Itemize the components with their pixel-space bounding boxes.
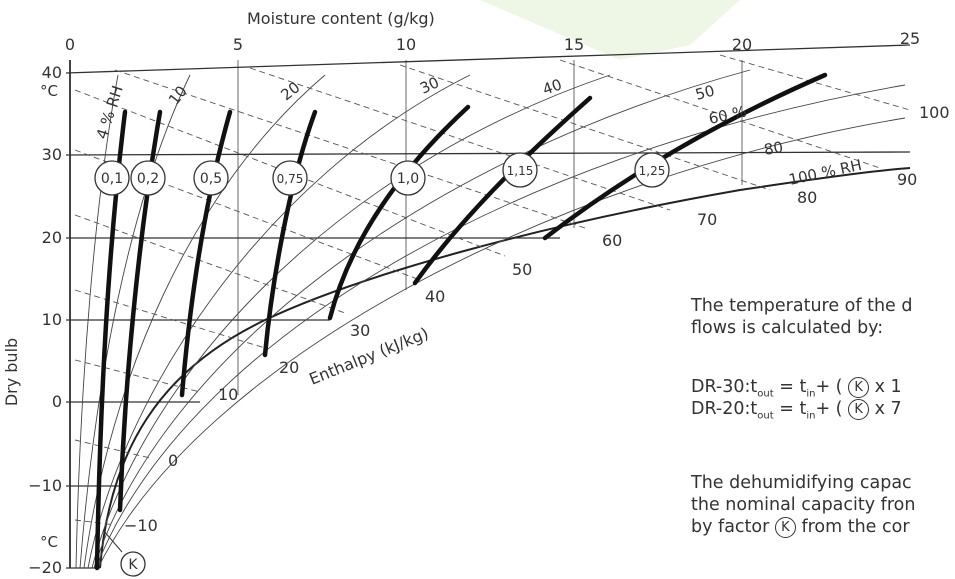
drybulb-ticks: 40 30 20 10 0 −10 −20 [28, 63, 62, 577]
moisture-tick: 25 [900, 29, 920, 48]
rh-label: 100 % RH [787, 156, 863, 189]
enthalpy-label: 90 [897, 170, 917, 189]
drybulb-tick: 30 [42, 145, 62, 164]
moisture-ticks: 0 5 10 15 20 25 [65, 29, 920, 54]
drybulb-tick: 10 [42, 310, 62, 329]
factor-marker: 0,1 [94, 160, 130, 196]
celsius-unit-bottom: °C [40, 533, 58, 551]
drybulb-tick: −20 [28, 558, 62, 577]
rh-label: 10 [165, 82, 191, 108]
factor-marker: 1,15 [502, 152, 538, 188]
description-line: by factor K from the cor [691, 517, 910, 538]
enthalpy-label: 50 [512, 260, 532, 279]
moisture-tick: 0 [65, 35, 75, 54]
svg-text:0,75: 0,75 [277, 172, 304, 186]
svg-text:1,0: 1,0 [397, 171, 419, 187]
moisture-tick: 10 [396, 35, 416, 54]
enthalpy-labels: −10 0 10 20 30 40 50 60 70 80 90 100 [124, 103, 950, 535]
background-watermark-shape [480, 0, 740, 60]
description-bottom: The dehumidifying capac the nominal capa… [691, 472, 915, 538]
enthalpy-label: 60 [602, 231, 622, 250]
factor-marker: 0,5 [193, 160, 229, 196]
saturation-curve [99, 167, 911, 569]
svg-text:1,25: 1,25 [639, 164, 666, 178]
description-line: flows is calculated by: [691, 318, 884, 338]
moisture-tick: 20 [732, 35, 752, 54]
enthalpy-label: 30 [350, 321, 370, 340]
factor-marker: 1,25 [634, 152, 670, 188]
enthalpy-label: 0 [168, 451, 178, 470]
k-symbol-icon: K [848, 377, 870, 398]
svg-text:1,15: 1,15 [507, 164, 534, 178]
drybulb-tick: 0 [52, 392, 62, 411]
enthalpy-label: 100 [919, 103, 950, 122]
factor-marker: 0,75 [272, 160, 308, 196]
drybulb-tick: −10 [28, 476, 62, 495]
enthalpy-label: 80 [797, 188, 817, 207]
moisture-tick: 5 [233, 35, 243, 54]
k-symbol-icon: K [774, 517, 796, 538]
drybulb-axis-title: Dry bulb [2, 338, 21, 406]
description-line: The dehumidifying capac [691, 473, 912, 493]
equation-dr20: DR-20:tout = tin+ ( K x 7 [691, 399, 902, 422]
description-line: The temperature of the d [691, 296, 913, 316]
moisture-axis-title: Moisture content (g/kg) [247, 9, 435, 28]
moisture-gridlines [69, 60, 743, 568]
svg-text:0,2: 0,2 [137, 171, 159, 187]
enthalpy-label: −10 [124, 516, 158, 535]
moisture-tick: 15 [564, 35, 584, 54]
equation-dr30: DR-30:tout = tin+ ( K x 1 [691, 377, 902, 400]
factor-marker: 1,0 [390, 160, 426, 196]
enthalpy-label: 40 [425, 287, 445, 306]
k-marker: K [102, 529, 146, 577]
svg-text:0,1: 0,1 [101, 171, 123, 187]
enthalpy-lines [74, 54, 911, 526]
enthalpy-label: 20 [279, 358, 299, 377]
enthalpy-label: 70 [697, 210, 717, 229]
description-top: The temperature of the d flows is calcul… [691, 295, 913, 339]
drybulb-gridlines [65, 44, 911, 569]
factor-markers: 0,1 0,2 0,5 0,75 1,0 1,15 1,25 [94, 152, 670, 196]
factor-marker: 0,2 [130, 160, 166, 196]
rh-label: 30 [417, 73, 442, 97]
drybulb-tick: 20 [42, 228, 62, 247]
enthalpy-label: 10 [218, 385, 238, 404]
svg-text:K: K [128, 557, 138, 573]
k-symbol-icon: K [848, 399, 870, 420]
rh-label: 20 [277, 78, 303, 104]
rh-label: 50 [693, 82, 716, 104]
drybulb-tick: 40 [42, 63, 62, 82]
rh-label: 40 [540, 75, 564, 98]
description-line: the nominal capacity fron [691, 495, 916, 515]
celsius-unit-top: °C [40, 82, 58, 100]
rh-label: 80 [763, 138, 785, 159]
svg-text:0,5: 0,5 [200, 171, 222, 187]
